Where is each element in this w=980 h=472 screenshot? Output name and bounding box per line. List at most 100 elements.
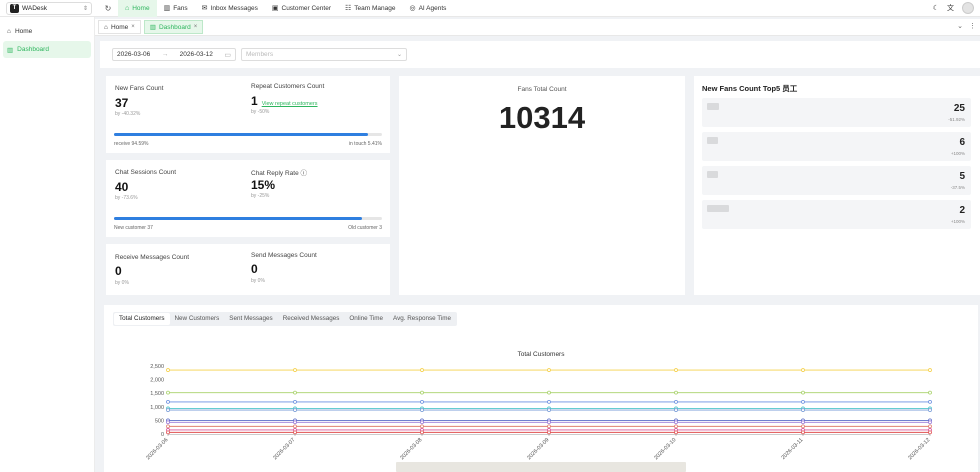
arrow-right-icon: → <box>161 51 169 58</box>
data-point <box>293 400 297 404</box>
blurred-name <box>707 171 718 178</box>
page-tab-dashboard[interactable]: ▥ Dashboard × <box>143 20 204 34</box>
data-point <box>166 390 170 395</box>
tab-total-customers[interactable]: Total Customers <box>114 313 170 325</box>
repeat-customers-value: 1 <box>251 94 258 108</box>
fans-total-card: Fans Total Count 10314 <box>399 76 685 295</box>
blurred-name <box>707 137 718 144</box>
customer-mix-progress-fill <box>114 217 362 220</box>
topnav-label: AI Agents <box>418 4 447 12</box>
sidebar-item-label: Home <box>14 28 33 35</box>
page-tab-home[interactable]: ⌂ Home × <box>98 20 141 34</box>
monitor-icon: ▣ <box>271 5 279 12</box>
top5-title: New Fans Count Top5 员工 <box>702 84 798 93</box>
data-point <box>166 424 170 429</box>
translate-icon[interactable]: 文 <box>947 5 954 12</box>
data-point <box>801 420 805 425</box>
topnav-home[interactable]: ⌂ Home <box>118 0 157 17</box>
old-customer-count: Old customer 3 <box>348 225 382 231</box>
data-point <box>420 400 424 404</box>
chart-metric-tabs: Total Customers New Customers Sent Messa… <box>113 312 458 326</box>
topnav-team-manage[interactable]: ☷ Team Manage <box>338 0 402 17</box>
topbar-actions: ☾ 文 <box>933 2 974 14</box>
receive-percent: receive 94.59% <box>114 141 149 147</box>
x-tick-label: 2026-03-09 <box>526 437 550 461</box>
sidebar-item-home[interactable]: ⌂ Home <box>3 23 91 40</box>
data-point <box>420 420 424 425</box>
sidebar-item-dashboard[interactable]: ▥ Dashboard <box>3 41 91 58</box>
fans-total-value: 10314 <box>498 100 586 135</box>
y-tick-label: 0 <box>161 432 164 438</box>
data-point <box>420 390 424 395</box>
line-chart: 0 500 1,000 1,500 2,000 2,500 2026-03-06 2026-0… <box>145 364 932 461</box>
data-point <box>293 368 297 372</box>
receive-progress-fill <box>114 133 368 136</box>
topnav-ai-agents[interactable]: ◎ AI Agents <box>402 0 453 17</box>
avatar[interactable] <box>962 2 974 14</box>
data-point <box>420 368 424 372</box>
data-point <box>547 420 551 425</box>
new-fans-label: New Fans Count <box>115 85 164 92</box>
receive-progress-bar <box>114 133 382 136</box>
top5-value: 25 <box>953 103 965 114</box>
y-tick-label: 2,500 <box>150 364 164 370</box>
chat-sessions-change: by -73.6% <box>115 195 138 201</box>
data-point <box>420 430 424 435</box>
data-point <box>547 400 551 404</box>
data-point <box>547 408 551 412</box>
updown-chevron-icon: ⇕ <box>82 5 88 12</box>
in-touch-percent: in touch 5.41% <box>348 141 382 147</box>
tab-sent-messages[interactable]: Sent Messages <box>229 315 273 322</box>
repeat-customers-value-wrap: 1 View repeat customers <box>251 94 318 108</box>
fans-stats-card: New Fans Count 37 by -40.32% Repeat Cust… <box>106 76 390 153</box>
top5-row: 5 -37.5% <box>702 166 971 195</box>
data-point <box>928 420 932 425</box>
date-range-picker[interactable]: 2026-03-06 → 2026-03-12 ▭ <box>112 48 236 61</box>
view-repeat-customers-link[interactable]: View repeat customers <box>261 101 318 107</box>
sidebar-item-label: Dashboard <box>17 46 49 53</box>
topnav-customer-center[interactable]: ▣ Customer Center <box>265 0 338 17</box>
data-point <box>928 400 932 404</box>
receive-messages-label: Receive Messages Count <box>115 254 190 261</box>
chevron-down-icon[interactable]: ⌄ <box>957 23 963 30</box>
new-customer-count: New customer 37 <box>114 225 153 231</box>
mail-icon: ✉ <box>201 5 208 12</box>
end-date[interactable]: 2026-03-12 <box>179 51 213 58</box>
x-tick-label: 2026-03-07 <box>272 437 296 461</box>
data-point <box>420 424 424 429</box>
topnav-label: Team Manage <box>354 4 396 12</box>
data-point <box>674 390 678 395</box>
data-point <box>801 408 805 412</box>
page-tab-label: Home <box>110 23 129 31</box>
close-icon[interactable]: × <box>131 24 135 30</box>
y-tick-label: 2,000 <box>150 378 164 384</box>
tab-avg-response-time[interactable]: Avg. Response Time <box>393 315 452 322</box>
data-point <box>801 400 805 404</box>
team-icon: ☷ <box>345 5 352 12</box>
trend-chart-panel: Total Customers New Customers Sent Messa… <box>104 305 978 472</box>
data-point <box>674 424 678 429</box>
members-select[interactable]: Members ⌄ <box>241 48 407 61</box>
blurred-legend <box>396 462 686 472</box>
x-tick-label: 2026-03-08 <box>399 437 423 461</box>
dark-mode-moon-icon[interactable]: ☾ <box>932 5 939 12</box>
data-point <box>674 420 678 425</box>
more-icon[interactable]: ⋮ <box>969 23 976 30</box>
data-point <box>293 420 297 425</box>
start-date[interactable]: 2026-03-06 <box>117 51 151 58</box>
brand-name: WADesk <box>22 4 48 12</box>
topnav-fans[interactable]: ▥ Fans <box>157 0 195 17</box>
data-point <box>166 368 170 372</box>
close-icon[interactable]: × <box>193 24 198 30</box>
top5-value: 2 <box>959 205 965 216</box>
topnav-inbox-messages[interactable]: ✉ Inbox Messages <box>195 0 265 17</box>
tab-received-messages[interactable]: Received Messages <box>282 315 340 322</box>
tab-new-customers[interactable]: New Customers <box>174 315 220 322</box>
top5-row: 25 -51.92% <box>702 98 971 127</box>
data-point <box>674 400 678 404</box>
workspace-switcher[interactable]: T WADesk ⇕ <box>6 1 92 15</box>
blurred-name <box>707 205 729 212</box>
data-point <box>547 430 551 435</box>
refresh-icon[interactable]: ↻ <box>104 3 112 13</box>
tab-online-time[interactable]: Online Time <box>349 315 384 322</box>
